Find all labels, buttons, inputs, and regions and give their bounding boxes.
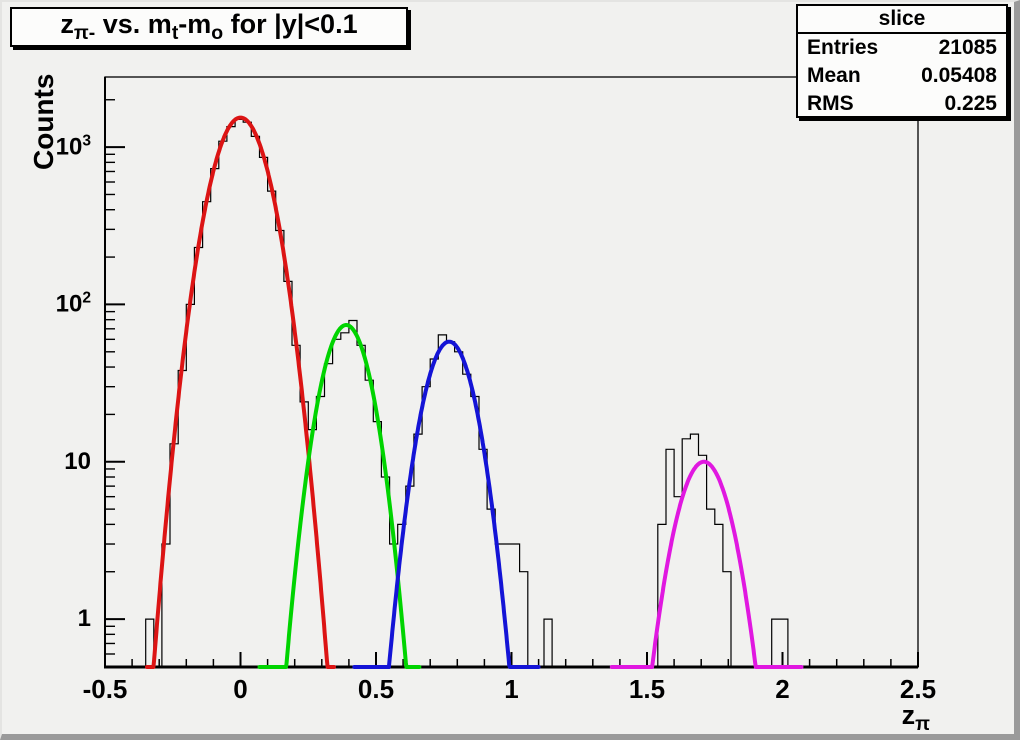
plot-title-box: zπ- vs. mt-mo for |y|<0.1 — [10, 7, 408, 47]
stats-label: Mean — [807, 64, 861, 87]
plot-frame — [104, 76, 919, 668]
magenta-fit-curve — [609, 459, 804, 669]
x-axis-title: zπ — [901, 700, 930, 735]
y-tick-label: 10 — [64, 447, 91, 475]
stats-title: slice — [798, 6, 1006, 34]
blue-fit-curve — [352, 339, 541, 669]
stats-value: 0.05408 — [921, 64, 997, 87]
stats-label: RMS — [807, 92, 854, 115]
x-tick-label: 1.5 — [628, 674, 666, 704]
y-tick-label: 1 — [77, 605, 91, 633]
stats-box: slice Entries 21085 Mean 0.05408 RMS 0.2… — [796, 4, 1008, 118]
stats-row-entries: Entries 21085 — [798, 34, 1006, 62]
x-tick-label: -0.5 — [82, 674, 128, 704]
x-tick-label: 0.5 — [357, 674, 395, 704]
stats-value: 0.225 — [944, 92, 997, 115]
stats-row-rms: RMS 0.225 — [798, 90, 1006, 118]
stats-label: Entries — [807, 36, 879, 59]
stats-row-mean: Mean 0.05408 — [798, 62, 1006, 90]
histogram-line — [105, 118, 918, 668]
y-tick-label: 103 — [55, 132, 91, 161]
x-tick-label: 2.5 — [899, 674, 937, 704]
stats-value: 21085 — [938, 36, 997, 59]
x-tick-label: 2 — [775, 674, 790, 704]
green-fit-curve — [257, 323, 422, 669]
y-tick-label: 102 — [55, 290, 91, 318]
x-tick-label: 0 — [233, 674, 248, 704]
plot-title: zπ- vs. mt-mo for |y|<0.1 — [60, 9, 358, 44]
red-fit-curve — [145, 115, 336, 669]
x-tick-label: 1 — [504, 674, 519, 704]
